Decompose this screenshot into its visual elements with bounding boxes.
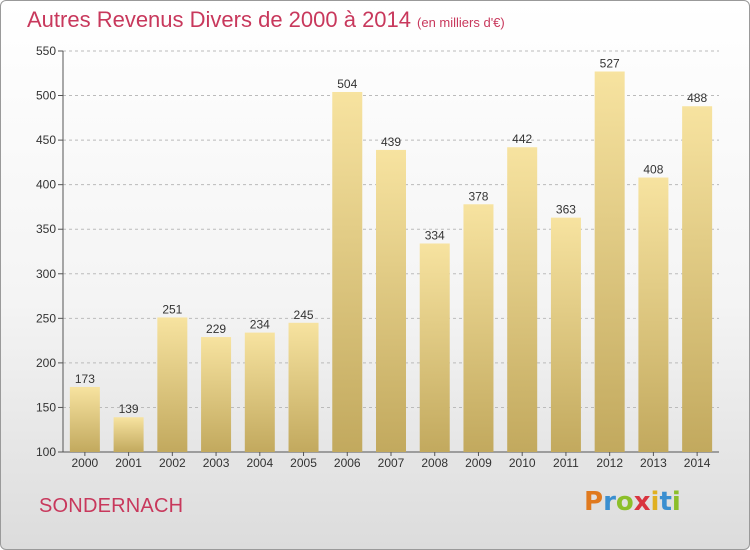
data-label: 442 [512, 132, 532, 146]
y-tick-label: 100 [36, 445, 56, 459]
y-tick-label: 550 [36, 44, 56, 58]
proxiti-logo: Proxiti [584, 487, 681, 517]
bar [594, 71, 625, 453]
bar [550, 217, 581, 452]
data-label: 229 [206, 322, 226, 336]
y-tick-label: 200 [36, 356, 56, 370]
y-tick-label: 250 [36, 311, 56, 325]
data-label: 234 [250, 318, 270, 332]
bar [376, 149, 406, 452]
data-label: 504 [337, 77, 357, 91]
x-tick-label: 2003 [203, 456, 230, 470]
data-label: 139 [119, 402, 139, 416]
data-label: 363 [556, 203, 576, 217]
data-label: 334 [425, 228, 445, 242]
x-tick-label: 2004 [246, 456, 273, 470]
x-tick-label: 2002 [159, 456, 186, 470]
data-label: 173 [75, 372, 95, 386]
bar [638, 177, 669, 452]
bar [244, 332, 275, 452]
y-tick-label: 450 [36, 133, 56, 147]
x-tick-label: 2012 [596, 456, 623, 470]
bar [157, 317, 188, 452]
bar [113, 417, 144, 452]
x-tick-label: 2010 [509, 456, 536, 470]
x-tick-label: 2000 [72, 456, 99, 470]
x-tick-label: 2011 [553, 456, 579, 470]
logo-letter: r [603, 487, 616, 517]
bar [201, 337, 232, 452]
y-tick-label: 350 [36, 222, 56, 236]
x-tick-label: 2008 [421, 456, 448, 470]
bar [288, 322, 319, 452]
x-tick-label: 2014 [684, 456, 711, 470]
chart-title: Autres Revenus Divers de 2000 à 2014 (en … [27, 7, 505, 33]
chart-title-text: Autres Revenus Divers de 2000 à 2014 [27, 7, 412, 32]
y-tick-label: 150 [36, 400, 56, 414]
bar [69, 386, 100, 452]
data-label: 251 [162, 302, 182, 316]
logo-letter: x [633, 487, 651, 517]
data-label: 378 [468, 189, 488, 203]
logo-letter: P [584, 487, 604, 517]
data-label: 408 [643, 163, 663, 177]
y-tick-label: 500 [36, 89, 56, 103]
logo-letter: i [650, 487, 660, 517]
x-tick-label: 2013 [640, 456, 667, 470]
bar [463, 204, 494, 452]
data-label: 527 [600, 56, 620, 70]
data-label: 439 [381, 135, 401, 149]
x-tick-label: 2006 [334, 456, 361, 470]
bar [682, 106, 713, 452]
x-tick-label: 2005 [290, 456, 317, 470]
chart-subtitle: (en milliers d'€) [417, 15, 505, 30]
y-tick-label: 400 [36, 178, 56, 192]
y-tick-label: 300 [36, 267, 56, 281]
bar [419, 243, 450, 452]
data-label: 245 [294, 308, 314, 322]
logo-letter: o [615, 487, 634, 517]
bar [507, 147, 538, 453]
logo-letter: t [659, 487, 672, 517]
bar [332, 91, 363, 452]
logo-letter: i [671, 487, 681, 517]
data-label: 488 [687, 91, 707, 105]
x-tick-label: 2001 [115, 456, 142, 470]
x-tick-label: 2009 [465, 456, 492, 470]
place-name: SONDERNACH [39, 495, 184, 517]
x-tick-label: 2007 [378, 456, 405, 470]
